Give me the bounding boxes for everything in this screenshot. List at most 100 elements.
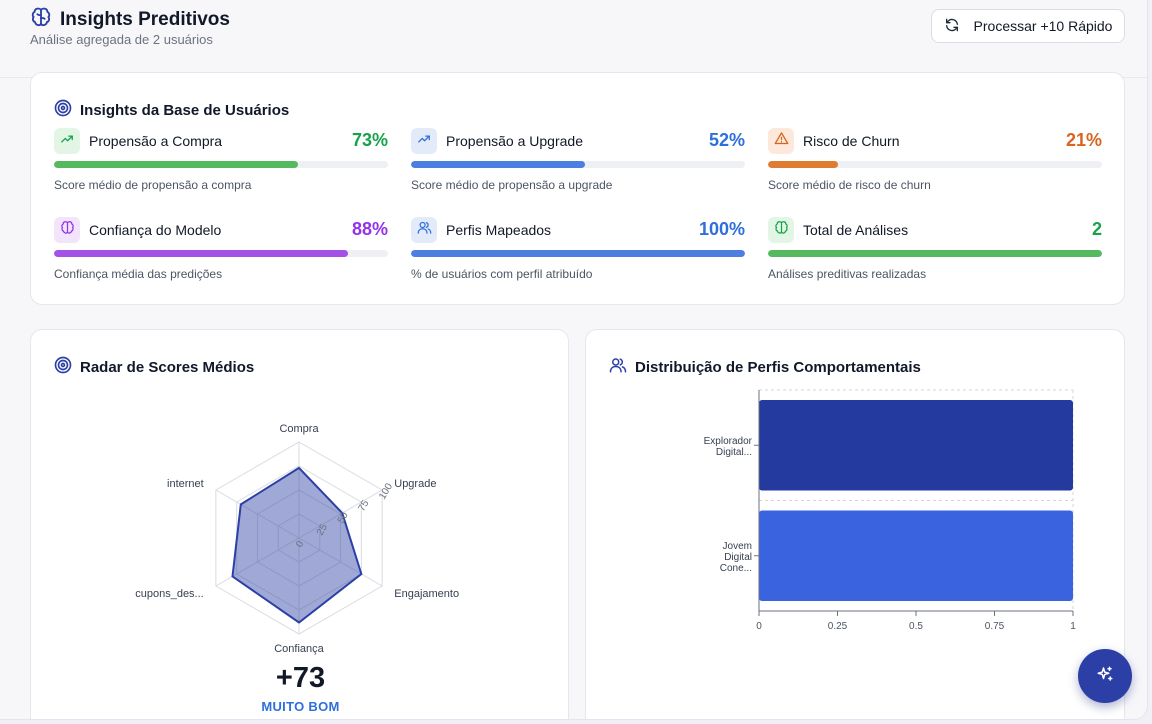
users-icon: [609, 356, 627, 378]
metric-tile: Propensão a Compra 73% Score médio de pr…: [54, 128, 388, 198]
radar-tick-label: 100: [377, 481, 395, 501]
process-button-label: Processar +10 Rápido: [973, 18, 1113, 34]
metric-value: 2: [1091, 219, 1102, 239]
radar-axis-label: Upgrade: [394, 478, 436, 490]
distribution-title: Distribuição de Perfis Comportamentais: [609, 356, 921, 378]
users-icon: [417, 220, 432, 240]
base-insights-title: Insights da Base de Usuários: [54, 99, 289, 121]
metric-label: Risco de Churn: [803, 133, 900, 149]
y-axis-label: Digital...: [716, 447, 752, 458]
radar-chart: Compra Upgrade Engajamento Confiança cupons_…: [135, 423, 459, 655]
metric-progress-track: [768, 250, 1102, 257]
radar-spoke: [298, 489, 383, 539]
metric-tile: Risco de Churn 21% Score médio de risco …: [768, 128, 1102, 198]
radar-tick-label: 25: [315, 522, 330, 538]
metric-tile: Propensão a Upgrade 52% Score médio de p…: [411, 128, 745, 198]
metric-description: Score médio de propensão a upgrade: [411, 178, 613, 192]
metric-progress-track: [411, 250, 745, 257]
profile-bar: [759, 510, 1073, 601]
radar-card: Radar de Scores Médios Compra Upgrade Enga…: [30, 329, 569, 719]
metric-tile: Total de Análises 2 Análises preditivas …: [768, 217, 1102, 287]
page-header: Insights Preditivos Análise agregada de …: [0, 0, 1147, 78]
y-axis-label: Cone...: [720, 563, 752, 574]
x-axis-label: 0: [756, 621, 762, 632]
metric-icon-box: [54, 217, 80, 243]
radar-axis-label: cupons_des...: [135, 588, 204, 600]
radar-spoke: [298, 537, 383, 587]
refresh-icon: [944, 17, 960, 36]
metric-progress-track: [768, 161, 1102, 168]
metric-description: Análises preditivas realizadas: [768, 267, 927, 281]
page-title: Insights Preditivos: [60, 8, 230, 30]
metric-description: Score médio de propensão a compra: [54, 178, 252, 192]
metric-icon-box: [411, 217, 437, 243]
metric-label: Propensão a Upgrade: [446, 133, 583, 149]
x-axis-label: 0.25: [828, 621, 848, 632]
radar-tick-label: 0: [294, 539, 307, 550]
metric-icon-box: [54, 128, 80, 154]
target-icon: [54, 356, 72, 378]
metric-progress-fill: [411, 161, 585, 168]
radar-axis-label: Engajamento: [394, 588, 459, 600]
x-axis-label: 1: [1070, 621, 1076, 632]
metric-label: Propensão a Compra: [89, 133, 223, 149]
metric-icon-box: [768, 217, 794, 243]
metric-progress-fill: [768, 250, 1102, 257]
radar-spoke: [215, 537, 300, 587]
brain-icon: [30, 6, 52, 33]
x-axis-label: 0.75: [985, 621, 1005, 632]
overall-score: +73: [275, 662, 326, 694]
brain-icon: [774, 220, 789, 240]
metric-progress-track: [54, 161, 388, 168]
trending-up-icon: [60, 132, 74, 151]
metric-value: 52%: [708, 130, 745, 150]
y-axis-label: Jovem: [723, 541, 752, 552]
score-rating: MUITO BOM: [261, 699, 340, 714]
radar-axis-label: Confiança: [274, 643, 324, 655]
metric-label: Total de Análises: [803, 222, 909, 238]
radar-tick-label: 75: [356, 498, 371, 514]
x-axis-label: 0.5: [909, 621, 923, 632]
metric-icon-box: [411, 128, 437, 154]
y-axis-label: Digital: [724, 552, 752, 563]
metric-progress-fill: [411, 250, 745, 257]
metric-value: 21%: [1065, 130, 1102, 150]
sparkles-icon: [1096, 665, 1114, 688]
metric-description: % de usuários com perfil atribuído: [411, 267, 593, 281]
title-row: Insights Preditivos: [30, 6, 230, 33]
metric-tile: Perfis Mapeados 100% % de usuários com p…: [411, 217, 745, 287]
radar-series-area: [231, 466, 363, 624]
metric-progress-track: [54, 250, 388, 257]
radar-axis-label: internet: [167, 478, 204, 490]
profile-bar: [759, 400, 1073, 491]
metric-description: Confiança média das predições: [54, 267, 223, 281]
metric-value: 100%: [698, 219, 745, 239]
y-axis-label: Explorador: [704, 436, 753, 447]
brain-icon: [60, 220, 75, 240]
ai-assistant-button[interactable]: [1078, 649, 1132, 703]
radar-title: Radar de Scores Médios: [54, 356, 254, 378]
base-insights-title-text: Insights da Base de Usuários: [80, 101, 290, 119]
trending-up-icon: [417, 132, 431, 151]
radar-axis-label: Compra: [279, 423, 319, 435]
target-icon: [54, 99, 72, 121]
distribution-card: Distribuição de Perfis Comportamentais E…: [585, 329, 1125, 719]
metric-value: 73%: [351, 130, 388, 150]
base-insights-card: Insights da Base de Usuários Propensão a…: [30, 72, 1125, 305]
radar-title-text: Radar de Scores Médios: [80, 358, 255, 376]
radar-spoke: [215, 489, 300, 539]
page-subtitle: Análise agregada de 2 usuários: [30, 32, 213, 47]
process-fast-button[interactable]: Processar +10 Rápido: [931, 9, 1125, 43]
radar-tick-label: 50: [336, 510, 351, 526]
distribution-title-text: Distribuição de Perfis Comportamentais: [635, 358, 921, 376]
metric-icon-box: [768, 128, 794, 154]
metric-label: Confiança do Modelo: [89, 222, 222, 238]
metric-tile: Confiança do Modelo 88% Confiança média …: [54, 217, 388, 287]
warning-icon: [774, 131, 789, 151]
metric-value: 88%: [351, 219, 388, 239]
metric-progress-fill: [54, 161, 298, 168]
metric-progress-fill: [54, 250, 348, 257]
metric-label: Perfis Mapeados: [446, 222, 552, 238]
